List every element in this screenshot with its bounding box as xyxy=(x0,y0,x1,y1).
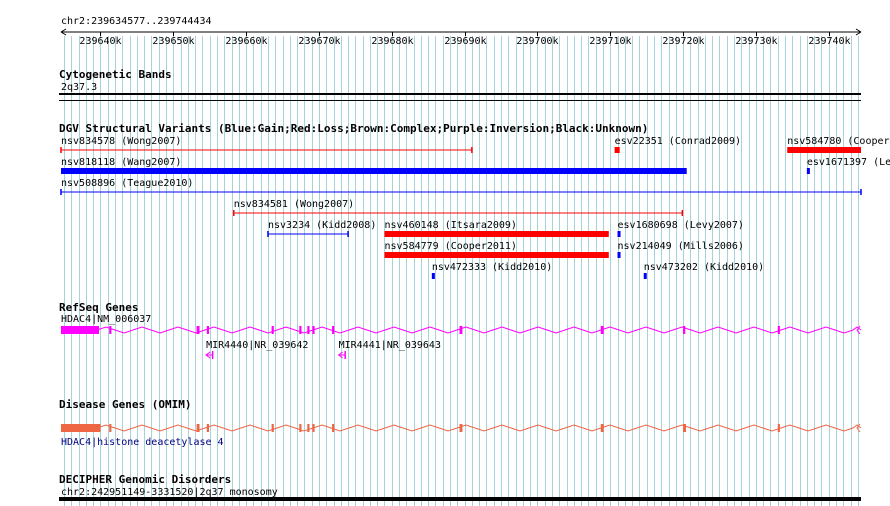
dgv-feature-label[interactable]: esv22351 (Conrad2009) xyxy=(615,136,741,147)
ruler-tick-label: 239660k xyxy=(225,36,267,47)
gene-exon[interactable] xyxy=(683,326,686,334)
dgv-feature-bar[interactable] xyxy=(384,231,609,237)
gene-exon[interactable] xyxy=(271,326,274,334)
ruler-ticks: 239640k 239650k 239660k 239670k 239680k 23969… xyxy=(79,32,851,47)
gene-exon[interactable] xyxy=(777,424,780,432)
dgv-feature-label[interactable]: nsv214049 (Mills2006) xyxy=(618,241,744,252)
gene-strand-arrow xyxy=(856,325,861,335)
dgv-feature-bar[interactable] xyxy=(617,231,621,237)
dgv-feature-bar[interactable] xyxy=(787,147,861,153)
dgv-feature-label[interactable]: nsv834578 (Wong2007) xyxy=(61,136,181,147)
track-title-cytobands: Cytogenetic Bands xyxy=(59,68,172,81)
ruler-tick-label: 239710k xyxy=(589,36,631,47)
ruler-tick-label: 239730k xyxy=(735,36,777,47)
refseq-mirna-label[interactable]: MIR4441|NR_039643 xyxy=(339,340,441,351)
dgv-feature-bar[interactable] xyxy=(643,273,647,279)
gene-exon[interactable] xyxy=(459,424,463,432)
gene-exon[interactable] xyxy=(299,424,302,432)
dgv-feature-bar[interactable] xyxy=(614,147,620,153)
ruler-tick-label: 239680k xyxy=(371,36,413,47)
dgv-feature-label[interactable]: nsv473202 (Kidd2010) xyxy=(644,262,764,273)
ruler-tick-label: 239700k xyxy=(516,36,558,47)
dgv-feature-label[interactable]: esv1671397 (Levy2007) xyxy=(807,157,890,168)
gene-exon[interactable] xyxy=(332,424,335,432)
decipher-label: chr2:242951149-3331520|2q37 monosomy xyxy=(61,487,278,498)
gene-intron-line xyxy=(60,326,862,334)
gene-exon[interactable] xyxy=(307,424,310,432)
refseq-mirna-arrow xyxy=(337,351,343,359)
refseq-gene-label[interactable]: HDAC4|NM_006037 xyxy=(61,314,151,325)
ruler-tick-label: 239690k xyxy=(444,36,486,47)
gene-exon[interactable] xyxy=(600,326,604,334)
gene-intron-line xyxy=(60,424,862,432)
gene-exon[interactable] xyxy=(196,326,200,334)
gene-strand-arrow xyxy=(856,423,861,433)
dgv-feature-bar[interactable] xyxy=(431,273,435,279)
dgv-feature-bar[interactable] xyxy=(61,168,687,174)
dgv-feature-label[interactable]: nsv818118 (Wang2007) xyxy=(61,157,181,168)
region-label: chr2:239634577..239744434 xyxy=(61,16,212,27)
gene-exon[interactable] xyxy=(312,326,315,334)
ruler-tick-label: 239650k xyxy=(152,36,194,47)
cyto-band-bar-bottom xyxy=(59,100,861,101)
dgv-feature-label[interactable]: nsv508896 (Teague2010) xyxy=(61,178,193,189)
decipher-bar[interactable] xyxy=(59,497,861,501)
gene-exon[interactable] xyxy=(312,424,315,432)
cyto-band-bar[interactable] xyxy=(59,93,861,95)
gene-exon[interactable] xyxy=(196,424,200,432)
gene-exon[interactable] xyxy=(61,424,101,432)
gene-exon[interactable] xyxy=(332,326,335,334)
gene-exon[interactable] xyxy=(683,424,686,432)
gene-exon[interactable] xyxy=(307,326,310,334)
gene-exon[interactable] xyxy=(271,424,274,432)
refseq-genes: HDAC4|NM_006037 MIR4440|NR_039642 MIR4441|… xyxy=(60,314,862,359)
gene-exon[interactable] xyxy=(459,326,463,334)
track-title-decipher: DECIPHER Genomic Disorders xyxy=(59,473,231,486)
track-title-refseq: RefSeq Genes xyxy=(59,301,138,314)
dgv-feature-label[interactable]: nsv584779 (Cooper2011) xyxy=(384,241,516,252)
dgv-feature-label[interactable]: nsv460148 (Itsara2009) xyxy=(384,220,516,231)
track-title-omim: Disease Genes (OMIM) xyxy=(59,398,191,411)
gene-exon[interactable] xyxy=(109,424,112,432)
ruler-right-arrow xyxy=(855,28,862,36)
track-title-dgv: DGV Structural Variants (Blue:Gain;Red:L… xyxy=(59,122,648,135)
gene-exon[interactable] xyxy=(777,326,780,334)
ruler-tick-label: 239720k xyxy=(662,36,704,47)
dgv-feature-bar[interactable] xyxy=(806,168,810,174)
dgv-feature-label[interactable]: esv1680698 (Levy2007) xyxy=(618,220,744,231)
gene-exon[interactable] xyxy=(109,326,112,334)
dgv-feature-label[interactable]: nsv472333 (Kidd2010) xyxy=(432,262,552,273)
dgv-features: nsv834578 (Wong2007) esv22351 (Conrad2009… xyxy=(60,136,890,279)
dgv-feature-label[interactable]: nsv584780 (Cooper2011) xyxy=(787,136,890,147)
ruler-tick-label: 239640k xyxy=(79,36,121,47)
refseq-mirna-label[interactable]: MIR4440|NR_039642 xyxy=(206,340,308,351)
ruler-tick-label: 239670k xyxy=(298,36,340,47)
ruler-tick-label: 239740k xyxy=(808,36,850,47)
dgv-feature-bar[interactable] xyxy=(384,252,609,258)
gene-exon[interactable] xyxy=(61,326,100,334)
gene-exon[interactable] xyxy=(206,326,209,334)
dgv-feature-bar[interactable] xyxy=(617,252,621,258)
omim-gene-label[interactable]: HDAC4|histone deacetylase 4 xyxy=(61,437,224,448)
cyto-band-label: 2q37.3 xyxy=(61,82,97,93)
dgv-feature-label[interactable]: nsv3234 (Kidd2008) xyxy=(268,220,376,231)
gene-exon[interactable] xyxy=(206,424,209,432)
grid-lines xyxy=(64,36,859,506)
gene-exon[interactable] xyxy=(600,424,604,432)
dgv-feature-label[interactable]: nsv834581 (Wong2007) xyxy=(234,199,354,210)
refseq-mirna-arrow xyxy=(205,351,211,359)
ruler-left-arrow xyxy=(60,28,67,36)
gene-exon[interactable] xyxy=(299,326,302,334)
omim-genes xyxy=(60,423,862,433)
